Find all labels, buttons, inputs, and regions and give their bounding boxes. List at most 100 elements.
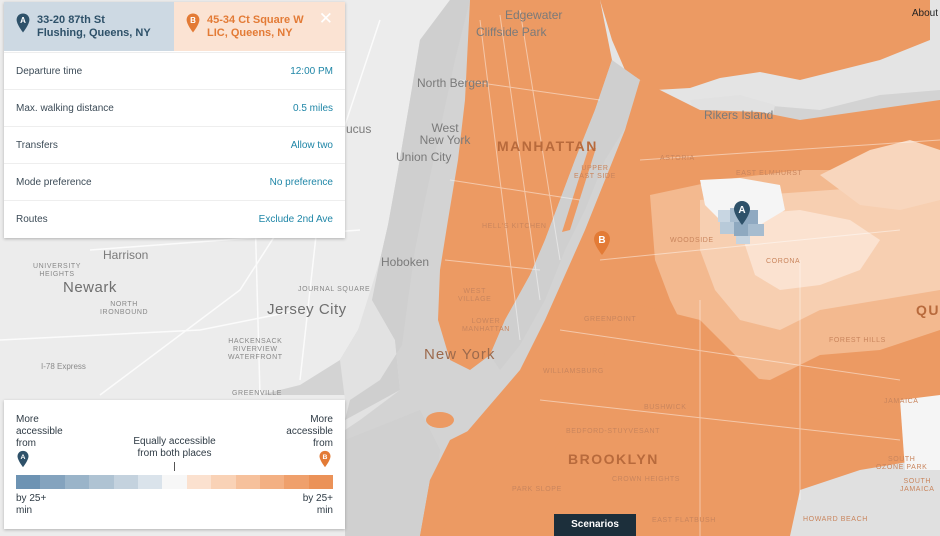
map-label-journal-square: JOURNAL SQUARE [298,286,371,293]
legend-left-min-line1: by 25+ [16,493,47,504]
mode-preference-value[interactable]: No preference [269,177,333,188]
legend-ramp-step [113,475,138,489]
setting-label: Transfers [16,140,58,151]
map-label-greenpoint: GREENPOINT [584,316,637,323]
close-icon[interactable]: ✕ [318,9,333,28]
setting-row-transfers[interactable]: Transfers Allow two [4,126,345,164]
svg-text:B: B [190,16,196,25]
about-link[interactable]: About [911,8,938,19]
map-label-newark: Newark [63,279,117,296]
legend-panel: More accessible from A Equally accessibl… [4,400,345,529]
scenarios-button[interactable]: Scenarios [554,514,636,536]
departure-time-value[interactable]: 12:00 PM [290,66,333,77]
origin-a-address-line1: 33-20 87th St [37,14,105,26]
map-label-new-york: New York [424,346,496,363]
map-label-east-elmhurst: EAST ELMHURST [736,170,803,177]
map-label-cliffside-park: Cliffside Park [476,25,547,39]
map-label-williamsburg: WILLIAMSBURG [543,368,604,375]
max-walking-distance-value[interactable]: 0.5 miles [292,103,333,114]
map-label-hells-kitchen: HELL'S KITCHEN [482,223,547,230]
map-label-forest-hills: FOREST HILLS [829,337,886,344]
origin-b-address-line1: 45-34 Ct Square W [207,14,304,26]
transfers-value[interactable]: Allow two [290,140,333,151]
map-label-corona: CORONA [766,258,801,265]
map-label-west-new-york: West New York [419,121,471,147]
map-label-lower-manhattan: LOWER MANHATTAN [462,318,510,333]
map-label-manhattan: MANHATTAN [497,138,598,154]
map-label-park-slope: PARK SLOPE [512,486,562,493]
map-label-university-heights: UNIVERSITY HEIGHTS [33,263,82,278]
map-label-greenville: GREENVILLE [232,390,282,397]
legend-pin-b-icon: B [319,450,331,468]
setting-row-max-walking-distance[interactable]: Max. walking distance 0.5 miles [4,89,345,127]
map-label-east-flatbush: EAST FLATBUSH [652,517,716,524]
legend-right-label: More accessible from [286,414,333,449]
legend-center-line2: from both places [137,448,212,459]
svg-text:B: B [598,235,605,246]
map-label-edgewater: Edgewater [505,8,563,22]
map-label-brooklyn: BROOKLYN [568,451,659,467]
origin-b-address-line2: LIC, Queens, NY [207,27,293,39]
legend-ramp-step [308,475,334,489]
legend-left-label: More accessible from [16,414,63,449]
map-label-south-ozone-park: SOUTH OZONE PARK [876,456,928,471]
legend-right-min-line2: min [316,505,333,516]
map-label-crown-heights: CROWN HEIGHTS [612,476,681,483]
origin-a-address: 33-20 87th St Flushing, Queens, NY [37,14,151,40]
pin-b-map-marker[interactable]: B [593,230,611,256]
legend-ramp-step [211,475,236,489]
legend-ramp-step [162,475,187,489]
origin-b-header[interactable]: B 45-34 Ct Square W LIC, Queens, NY ✕ [174,2,345,51]
map-label-jamaica: JAMAICA [884,398,919,405]
legend-left-min-line2: min [16,505,33,516]
legend-left-min: by 25+ min [16,493,46,517]
setting-row-departure-time[interactable]: Departure time 12:00 PM [4,52,345,90]
legend-ramp-step [235,475,260,489]
routes-value[interactable]: Exclude 2nd Ave [258,214,333,225]
legend-center-tick [174,462,175,471]
legend-ramp-step [284,475,309,489]
svg-text:A: A [738,205,745,216]
map-label-rikers-island: Rikers Island [704,108,774,122]
map-label-harrison: Harrison [103,248,149,262]
settings-panel: A 33-20 87th St Flushing, Queens, NY B 4… [4,2,345,238]
map-label-hackensack: HACKENSACK RIVERVIEW WATERFRONT [228,338,283,361]
origin-b-address: 45-34 Ct Square W LIC, Queens, NY [207,14,304,40]
legend-right-min: by 25+ min [303,493,333,517]
legend-center-line1: Equally accessible [133,436,216,447]
pin-a-icon: A [16,13,30,33]
map-label-north-ironbound: NORTH IRONBOUND [100,301,149,316]
map-label-howard-beach: HOWARD BEACH [803,516,868,523]
setting-row-routes[interactable]: Routes Exclude 2nd Ave [4,200,345,238]
svg-text:A: A [21,454,26,461]
legend-color-ramp [16,475,334,489]
map-label-bushwick: BUSHWICK [644,404,687,411]
map-label-i78: I-78 Express [41,362,86,371]
map-label-woodside: WOODSIDE [670,237,714,244]
setting-label: Routes [16,214,48,225]
origin-a-address-line2: Flushing, Queens, NY [37,27,151,39]
legend-ramp-step [64,475,90,489]
pin-a-map-marker[interactable]: A [733,200,751,226]
map-label-ucus: ucus [346,122,372,136]
pin-b-icon: B [186,13,200,33]
map-label-upper-east-side: UPPER EAST SIDE [574,165,616,180]
map-label-astoria: ASTORIA [660,155,695,162]
legend-ramp-step [40,475,65,489]
svg-text:B: B [323,454,328,461]
origin-a-header[interactable]: A 33-20 87th St Flushing, Queens, NY [4,2,174,51]
setting-row-mode-preference[interactable]: Mode preference No preference [4,163,345,201]
legend-ramp-step [89,475,114,489]
map-label-west-village: WEST VILLAGE [458,288,492,303]
map-label-hoboken: Hoboken [381,255,430,269]
setting-label: Mode preference [16,177,92,188]
map-label-queens: QUE [916,302,940,318]
map-label-south-jamaica: SOUTH JAMAICA [900,478,935,493]
map-label-union-city: Union City [396,150,452,164]
map-label-bed-stuy: BEDFORD-STUYVESANT [566,428,661,435]
setting-label: Max. walking distance [16,103,114,114]
legend-center-label: Equally accessible from both places [114,436,235,460]
legend-ramp-step [16,475,41,489]
svg-text:A: A [20,16,26,25]
map-label-jersey-city: Jersey City [267,301,347,318]
